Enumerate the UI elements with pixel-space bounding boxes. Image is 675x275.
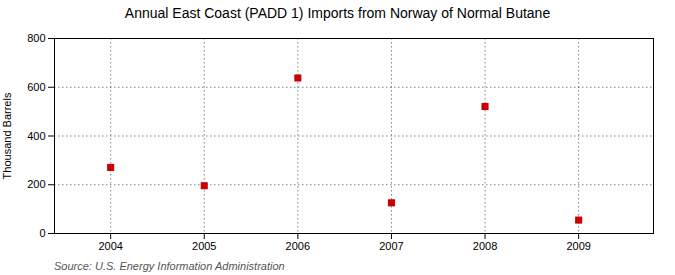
svg-text:2008: 2008 bbox=[473, 240, 497, 252]
svg-text:2006: 2006 bbox=[286, 240, 310, 252]
svg-text:600: 600 bbox=[27, 81, 45, 93]
html-text:Source: U.S. Energy Informatio: Source: U.S. Energy Information Administ… bbox=[54, 260, 285, 272]
svg-text:0: 0 bbox=[39, 227, 45, 239]
svg-text:400: 400 bbox=[27, 130, 45, 142]
svg-text:800: 800 bbox=[27, 32, 45, 44]
svg-text:2007: 2007 bbox=[379, 240, 403, 252]
svg-text:200: 200 bbox=[27, 178, 45, 190]
html-text:Annual East Coast (PADD 1) Imp: Annual East Coast (PADD 1) Imports from … bbox=[124, 5, 551, 21]
svg-text:2005: 2005 bbox=[192, 240, 216, 252]
svg-text:Thousand Barrels: Thousand Barrels bbox=[1, 92, 13, 179]
svg-text:2009: 2009 bbox=[566, 240, 590, 252]
svg-text:2004: 2004 bbox=[98, 240, 122, 252]
